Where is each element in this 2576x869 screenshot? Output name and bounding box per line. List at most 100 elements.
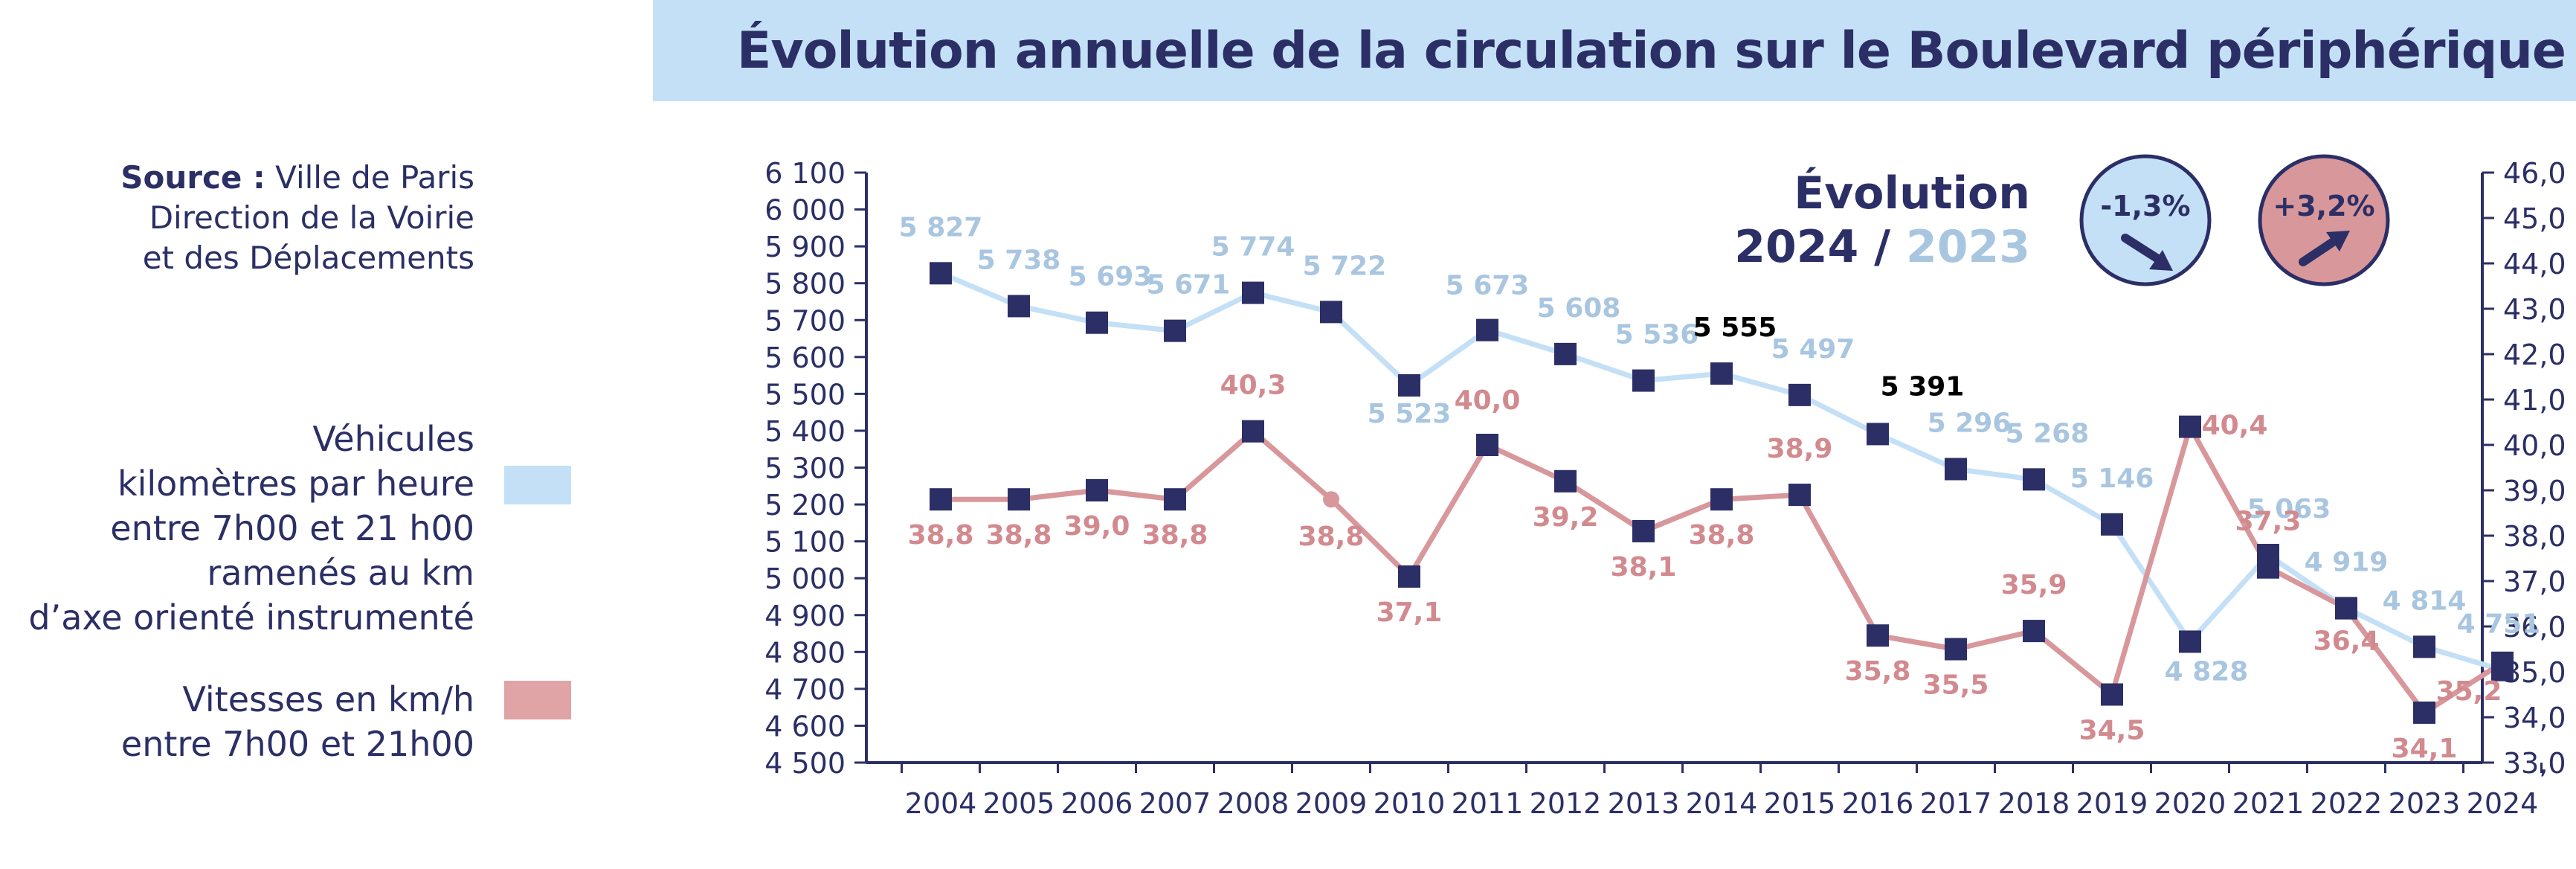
left-tick-label: 5 100	[764, 526, 846, 559]
left-tick-label: 5 900	[764, 231, 846, 263]
source-line-2: Direction de la Voirie	[149, 199, 474, 236]
vkm-point	[2491, 658, 2514, 682]
right-tick-label: 34,0	[2503, 702, 2566, 734]
vkm-data-label: 5 391	[1881, 371, 1965, 402]
speed-data-label: 38,8	[986, 520, 1052, 551]
vkm-point	[1867, 423, 1889, 446]
x-tick-label: 2017	[1920, 787, 1992, 820]
right-tick-label: 36,0	[2503, 611, 2566, 644]
speed-point	[1008, 488, 1030, 511]
left-tick-label: 4 600	[764, 710, 846, 743]
vkm-point	[930, 262, 952, 285]
evolution-years: 2024 / 2023	[1734, 221, 2030, 273]
speed-point	[1632, 519, 1655, 542]
vkm-data-label: 5 497	[1771, 334, 1855, 365]
evolution-year-previous: 2023	[1906, 221, 2030, 273]
source-line-1: Ville de Paris	[275, 159, 474, 196]
vkm-point	[2179, 630, 2201, 653]
vkm-point	[1476, 318, 1498, 341]
speed-data-label: 35,9	[2001, 570, 2067, 600]
vkm-point	[1554, 342, 1577, 365]
right-tick-label: 37,0	[2503, 565, 2566, 598]
left-tick-label: 4 900	[764, 600, 846, 632]
left-tick-label: 5 200	[764, 489, 846, 522]
right-tick-label: 45,0	[2503, 202, 2566, 235]
speed-data-label: 39,2	[1533, 502, 1599, 533]
x-tick-label: 2021	[2232, 787, 2305, 820]
legend-vkm-line-5: d’axe orienté instrumenté	[28, 597, 474, 638]
vkm-data-label: 5 146	[2070, 464, 2154, 494]
evolution-separator: /	[1858, 221, 1906, 273]
vkm-data-label: 4 828	[2165, 656, 2249, 687]
vkm-data-label: 5 827	[899, 212, 983, 243]
vkm-data-label: 5 671	[1147, 270, 1231, 301]
speed-data-label: 40,3	[1220, 371, 1287, 401]
vkm-point	[2257, 543, 2279, 566]
arrow-up-icon	[2299, 231, 2350, 266]
vkm-data-label: 5 555	[1693, 312, 1777, 343]
x-tick-label: 2024	[2467, 787, 2539, 820]
speed-point	[2101, 683, 2123, 706]
left-tick-label: 5 000	[764, 562, 846, 595]
vkm-data-label: 5 268	[2006, 418, 2090, 449]
evolution-label: Évolution	[1794, 166, 2030, 219]
source-line-3: et des Déplacements	[142, 240, 474, 276]
right-tick-label: 40,0	[2503, 429, 2566, 462]
vkm-point	[2023, 468, 2045, 491]
right-tick-label: 33,0	[2503, 747, 2566, 780]
x-tick-label: 2022	[2311, 787, 2383, 820]
speed-data-label: 34,1	[2392, 734, 2458, 764]
source-label: Source :	[120, 159, 265, 196]
speed-data-label: 34,5	[2079, 716, 2145, 746]
speed-point	[1554, 469, 1577, 493]
vkm-data-label: 5 296	[1928, 408, 2012, 438]
vkm-data-label: 5 608	[1537, 293, 1621, 324]
right-tick-label: 43,0	[2503, 293, 2566, 326]
speed-point	[2413, 701, 2435, 724]
speed-point	[1398, 565, 1420, 588]
x-tick-label: 2013	[1608, 787, 1680, 820]
vkm-data-label: 4 919	[2305, 547, 2389, 577]
left-tick-label: 5 600	[764, 341, 846, 374]
x-tick-label: 2006	[1061, 787, 1133, 820]
left-tick-label: 5 700	[764, 304, 846, 337]
x-tick-label: 2005	[983, 787, 1055, 820]
legend-vkm-swatch	[504, 466, 571, 504]
legend-vkm-line-3: entre 7h00 et 21 h00	[110, 508, 474, 548]
vkm-point	[1710, 362, 1733, 385]
left-tick-label: 6 100	[764, 157, 846, 190]
x-tick-label: 2011	[1452, 787, 1524, 820]
speed-data-label: 38,8	[1689, 520, 1755, 551]
x-tick-label: 2020	[2154, 787, 2226, 820]
legend-vkm-line-4: ramenés au km	[207, 553, 474, 593]
vkm-data-label: 5 738	[977, 245, 1061, 275]
vkm-data-label: 5 523	[1368, 399, 1452, 429]
legend-speed: Vitesses en km/h entre 7h00 et 21h00	[121, 677, 474, 766]
vkm-change-badge	[2079, 154, 2212, 286]
vkm-data-label: 4 751	[2457, 609, 2541, 640]
vkm-point	[1164, 319, 1186, 342]
left-tick-label: 5 500	[764, 378, 846, 411]
vkm-point	[2335, 597, 2357, 620]
speed-point	[1164, 488, 1186, 511]
right-tick-label: 41,0	[2503, 384, 2566, 417]
left-tick-label: 4 700	[764, 673, 846, 706]
legend-vkm: Véhicules kilomètres par heure entre 7h0…	[28, 417, 474, 640]
left-tick-label: 5 800	[764, 268, 846, 301]
legend-speed-line-2: entre 7h00 et 21h00	[120, 724, 474, 764]
legend-vkm-line-2: kilomètres par heure	[117, 464, 474, 504]
evolution-year-current: 2024	[1734, 221, 1858, 273]
speed-data-label: 38,8	[908, 520, 974, 551]
vkm-data-label: 5 063	[2247, 494, 2331, 525]
x-tick-label: 2023	[2389, 787, 2461, 820]
speed-point	[1788, 484, 1811, 507]
speed-point	[2179, 415, 2201, 438]
vkm-change-value: -1,3%	[2100, 190, 2190, 222]
left-tick-label: 4 800	[764, 636, 846, 669]
chart-title: Évolution annuelle de la circulation sur…	[736, 21, 2566, 80]
speed-point	[1086, 479, 1108, 501]
x-tick-label: 2015	[1764, 787, 1836, 820]
speed-point	[1242, 420, 1264, 443]
